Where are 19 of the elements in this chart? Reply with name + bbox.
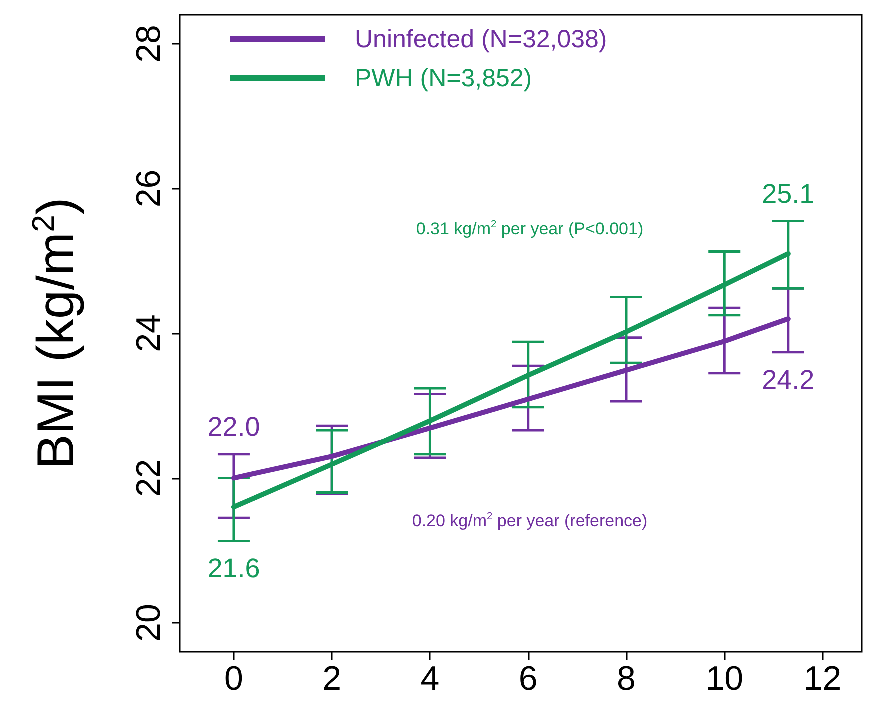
y-tick-label: 24 — [130, 314, 168, 352]
y-tick-label: 20 — [130, 604, 168, 642]
y-tick-label: 26 — [130, 170, 168, 208]
y-axis-title: BMI (kg/m2) — [26, 198, 86, 470]
x-tick-label: 12 — [804, 660, 842, 698]
data-label: 22.0 — [208, 412, 260, 442]
data-label: 24.2 — [762, 364, 815, 395]
x-tick-label: 2 — [322, 660, 342, 698]
y-tick-label: 28 — [130, 25, 168, 63]
y-tick-label: 22 — [130, 459, 168, 498]
x-tick-label: 8 — [617, 660, 636, 698]
legend-label: Uninfected (N=32,038) — [355, 26, 608, 54]
x-tick-label: 6 — [518, 660, 538, 698]
x-tick-label: 4 — [420, 660, 440, 698]
data-label: 25.1 — [762, 178, 815, 209]
x-tick-label: 10 — [706, 660, 744, 698]
legend-label: PWH (N=3,852) — [355, 64, 532, 92]
data-label: 21.6 — [208, 554, 260, 584]
x-tick-label: 0 — [224, 660, 244, 698]
